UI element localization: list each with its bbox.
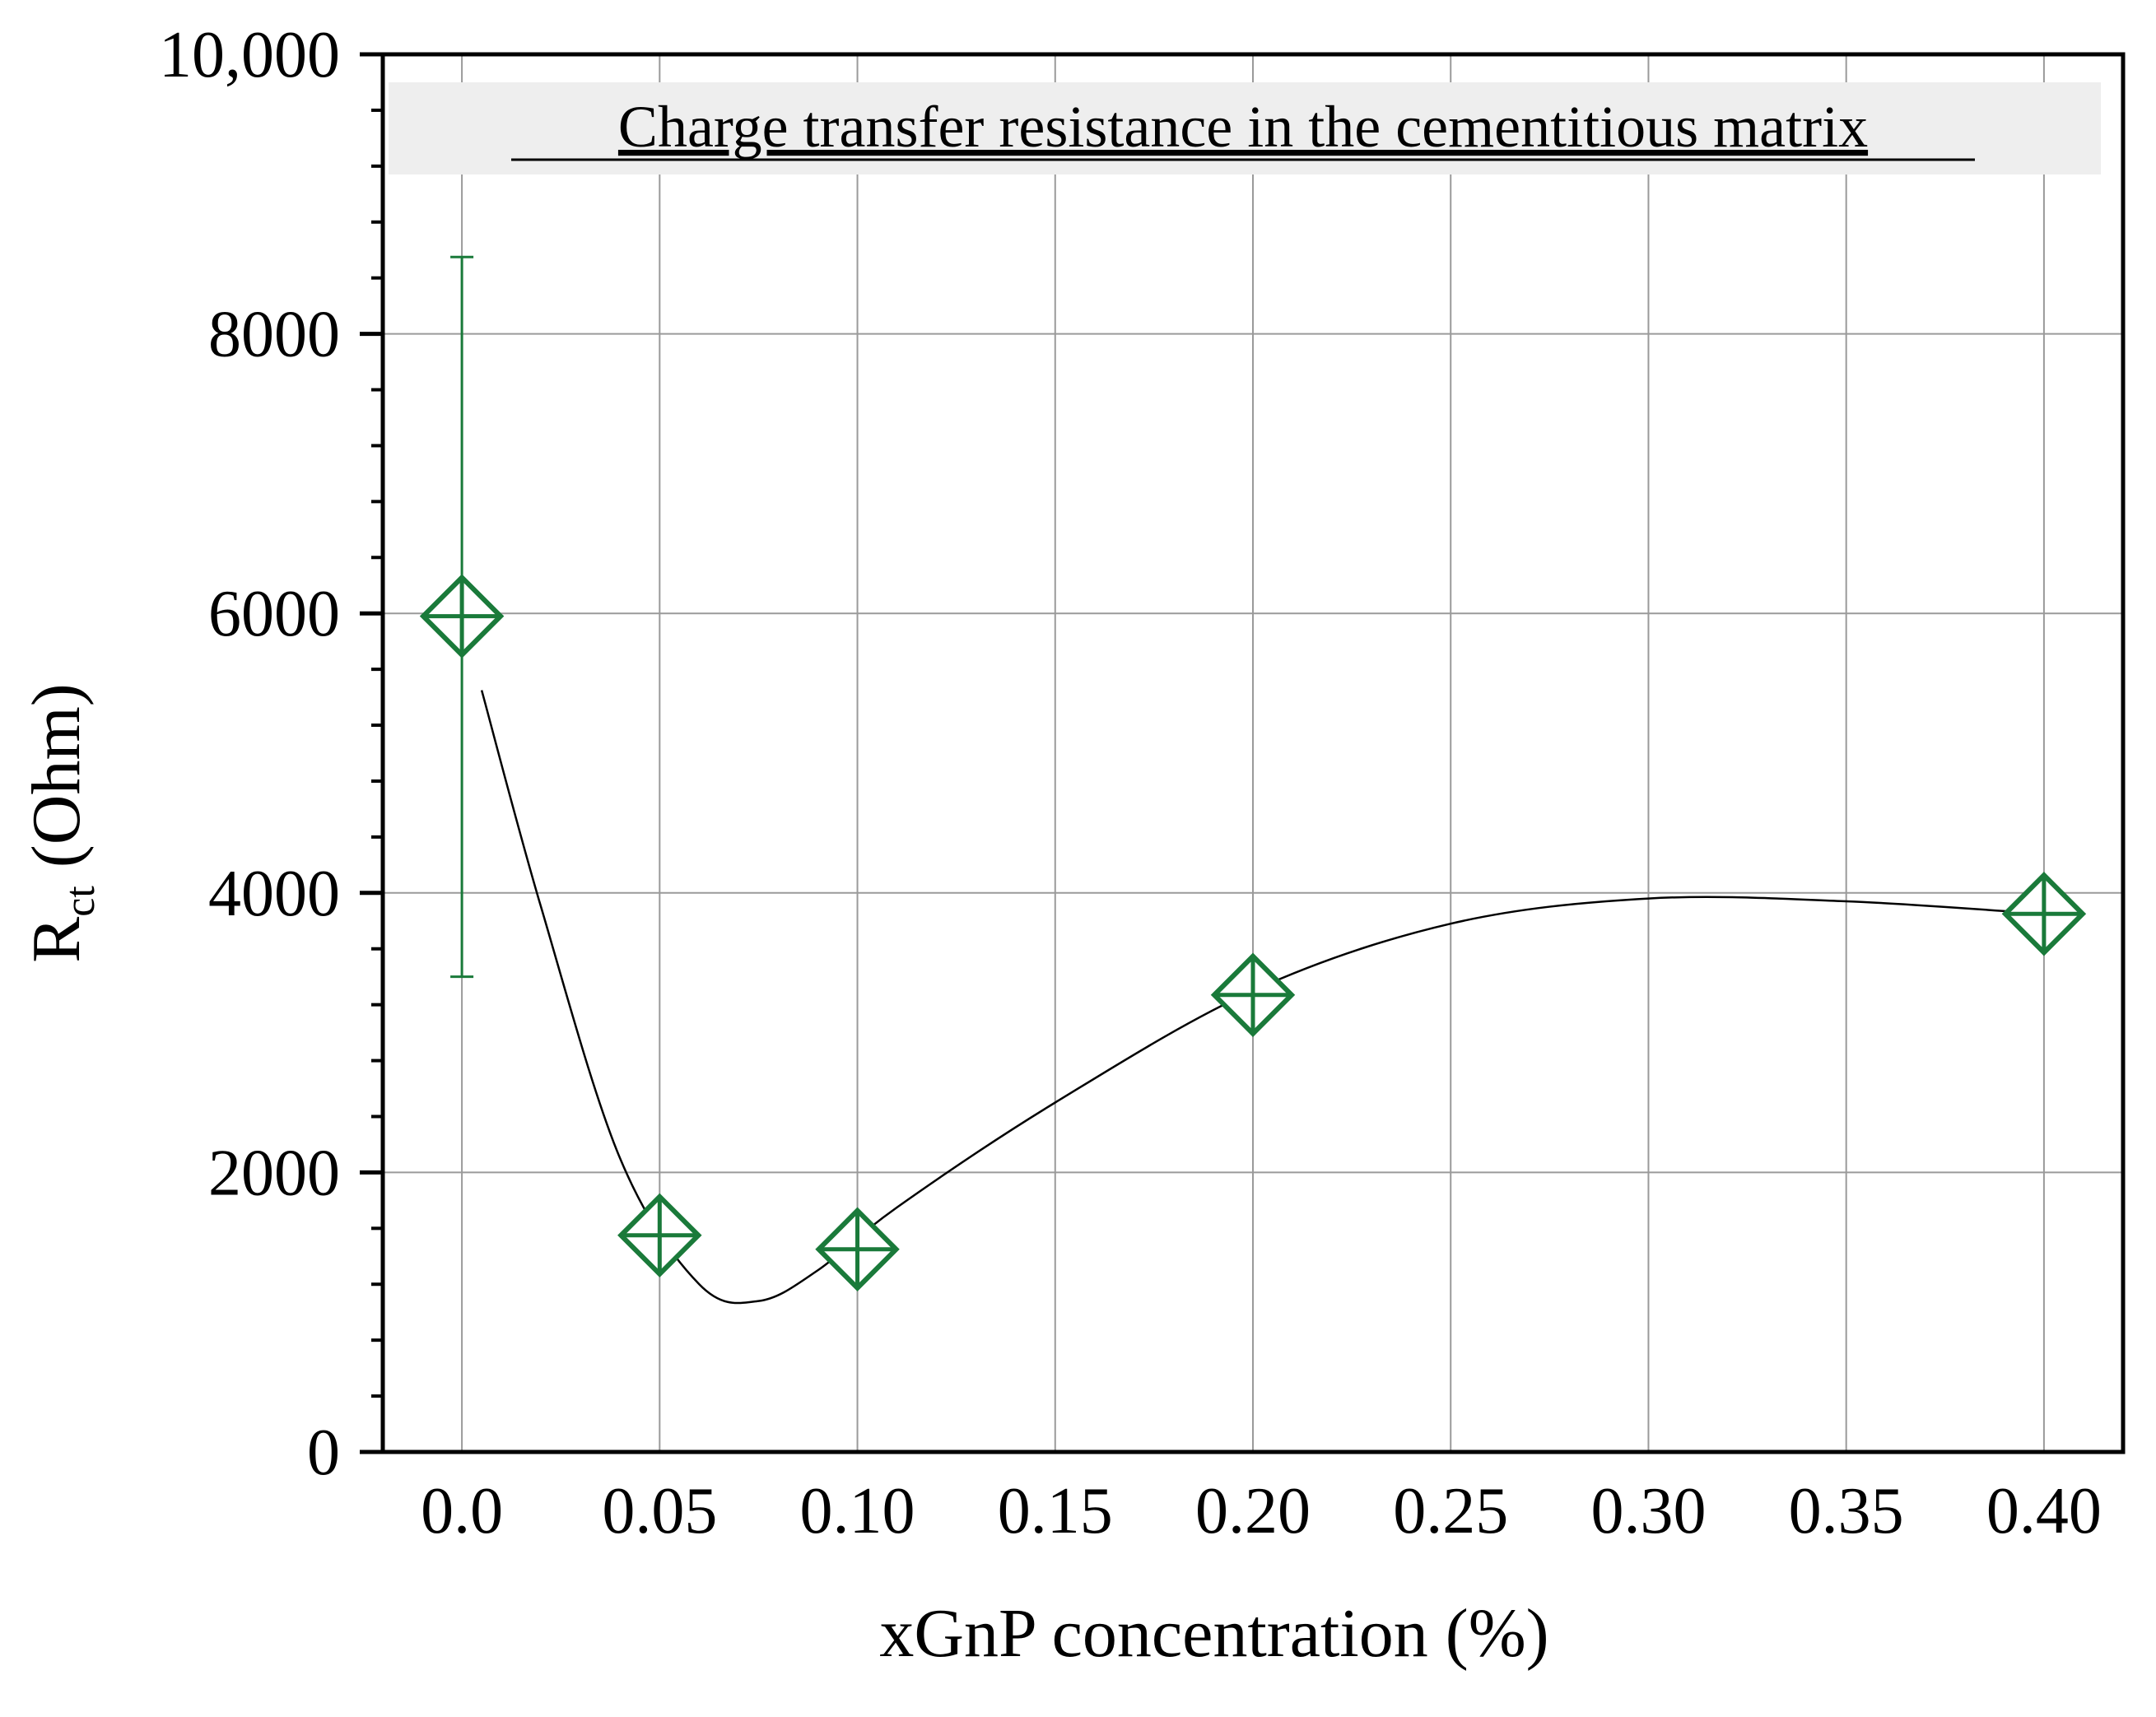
y-axis-label: Rct (Ohm) [18,683,104,963]
trend-line-path [480,690,2044,1305]
x-tick-label: 0.20 [1195,1475,1311,1547]
x-tick-label: 0.0 [421,1475,503,1547]
data-series [419,255,2087,1292]
chart-title: Charge transfer resistance in the cement… [618,94,1868,160]
x-tick-label: 0.10 [800,1475,915,1547]
y-axis-label-subscript: ct [57,886,104,917]
tick-labels: 0.0 0.05 0.10 0.15 0.20 0.25 0.30 0.35 0.40 0 2000… [159,19,2102,1547]
x-tick-label: 0.30 [1590,1475,1706,1547]
y-axis-label-unit: (Ohm) [18,683,95,868]
grid [383,54,2123,1452]
y-axis-label-main: R [18,917,95,963]
data-point [2001,872,2087,956]
y-tick-label: 6000 [208,578,340,650]
x-tick-label: 0.25 [1393,1475,1508,1547]
x-tick-label: 0.40 [1986,1475,2102,1547]
axis-ticks [360,52,383,1454]
x-tick-label: 0.05 [602,1475,717,1547]
x-tick-label: 0.35 [1789,1475,1904,1547]
data-point [1210,952,1296,1037]
y-tick-label: 2000 [208,1137,340,1209]
trend-line [480,690,2044,1305]
chart-title-box: Charge transfer resistance in the cement… [389,82,2101,174]
y-tick-label: 0 [307,1417,340,1489]
y-tick-label: 4000 [208,858,340,930]
data-point [815,1207,900,1292]
data-point [419,574,505,658]
y-tick-label: 8000 [208,299,340,371]
data-point [617,1193,702,1278]
x-axis-label: xGnP concentration (%) [879,1595,1548,1672]
x-tick-label: 0.15 [998,1475,1113,1547]
y-tick-label: 10,000 [159,19,340,91]
plot-area-frame [380,52,2126,1454]
